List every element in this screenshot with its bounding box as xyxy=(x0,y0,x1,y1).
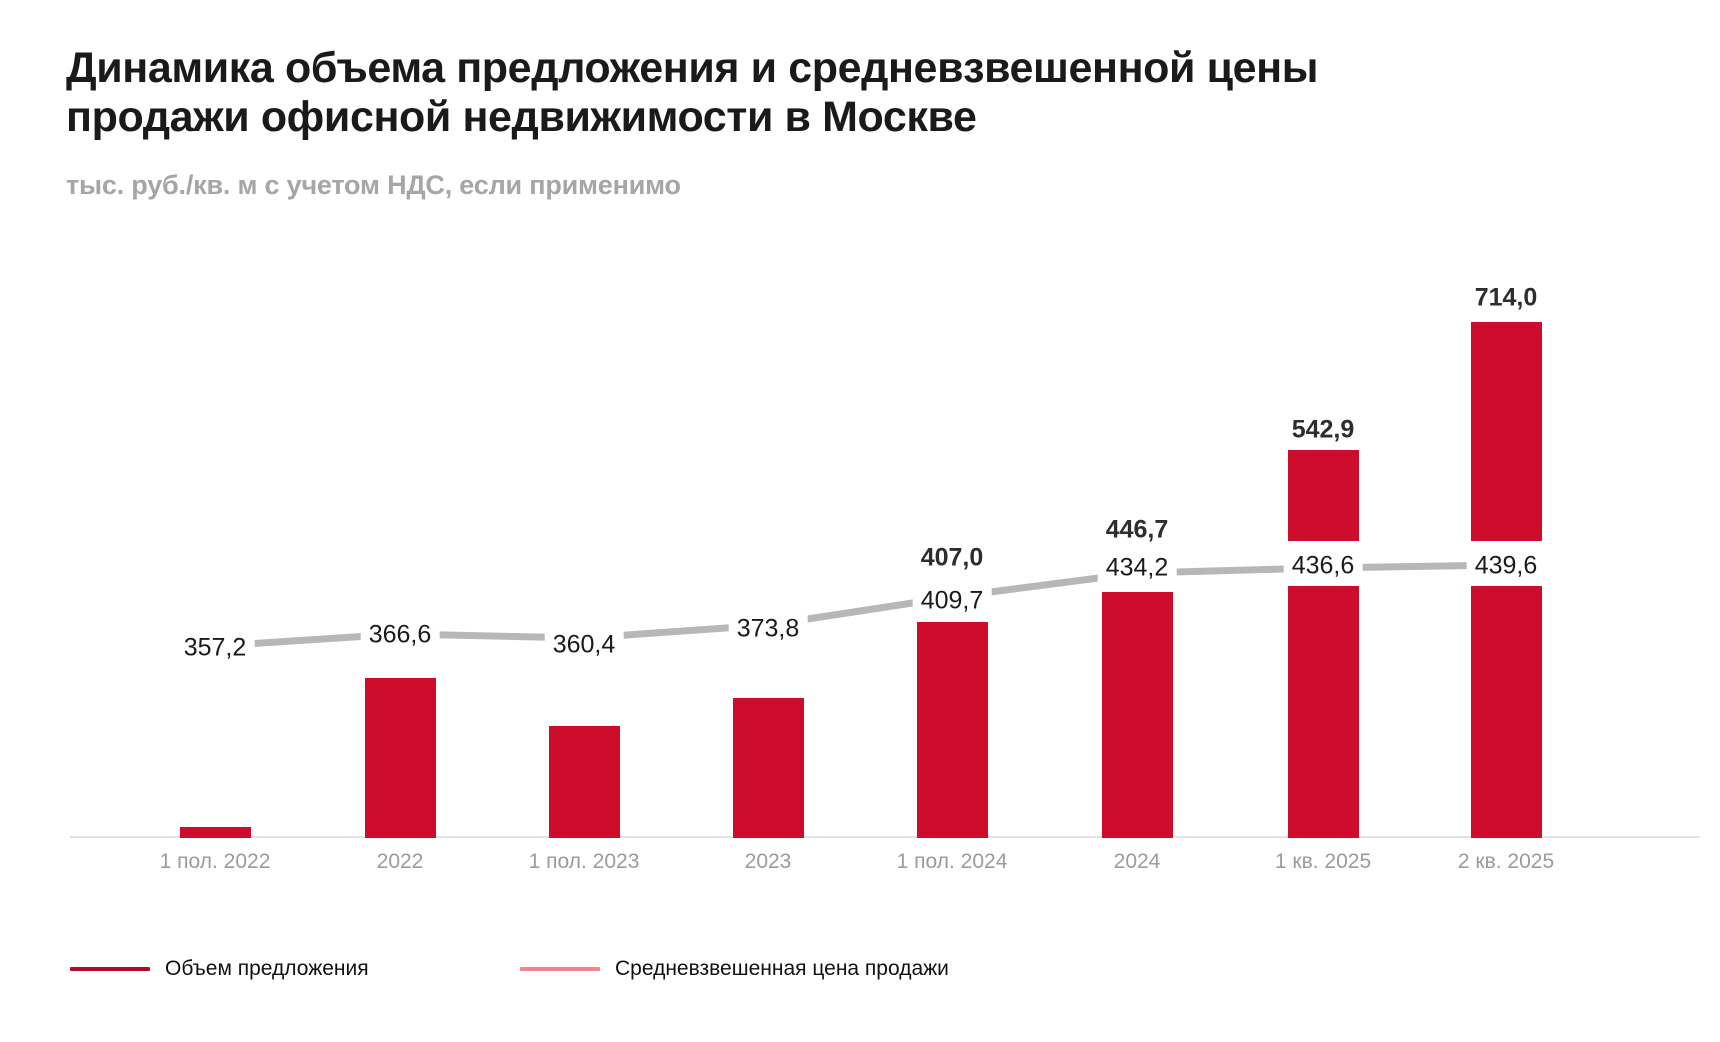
category-label-1-кв-2025: 1 кв. 2025 xyxy=(1274,850,1372,873)
category-label-2022: 2022 xyxy=(376,850,424,873)
supply-value-label-1-пол-2024: 407,0 xyxy=(920,543,984,572)
legend-item-supply-volume: Объем предложения xyxy=(70,957,369,981)
supply-volume-swatch xyxy=(70,967,150,971)
price-value-label-1-пол-2023: 360,4 xyxy=(544,629,624,661)
category-label-2023: 2023 xyxy=(744,850,792,873)
price-value-label-2-кв-2025: 439,6 xyxy=(1466,550,1546,582)
chart-title-line2: продажи офисной недвижимости в Москве xyxy=(66,93,977,141)
price-value-label-2022: 366,6 xyxy=(360,619,440,651)
bar-2024 xyxy=(1101,592,1173,838)
bar-1-кв-2025 xyxy=(1287,450,1359,838)
supply-value-label-1-кв-2025: 542,9 xyxy=(1291,415,1355,444)
category-label-2024: 2024 xyxy=(1113,850,1161,873)
bar-2023 xyxy=(732,698,804,838)
legend-label-average-price: Средневзвешенная цена продажи xyxy=(615,957,949,980)
chart-title-line1: Динамика объема предложения и средневзве… xyxy=(66,44,1319,92)
price-value-label-1-пол-2024: 409,7 xyxy=(912,585,992,617)
supply-value-label-2024: 446,7 xyxy=(1105,515,1169,544)
average-price-swatch xyxy=(520,967,600,971)
legend-label-supply-volume: Объем предложения xyxy=(165,957,369,980)
bar-1-пол-2022 xyxy=(179,827,251,838)
price-value-label-2023: 373,8 xyxy=(728,613,808,645)
legend-item-average-price: Средневзвешенная цена продажи xyxy=(520,957,949,981)
chart-title: Динамика объема предложения и средневзве… xyxy=(66,44,1318,142)
category-label-1-пол-2024: 1 пол. 2024 xyxy=(896,850,1008,873)
category-label-1-пол-2023: 1 пол. 2023 xyxy=(528,850,640,873)
chart-subtitle-units: тыс. руб./кв. м с учетом НДС, если приме… xyxy=(66,170,681,200)
category-label-2-кв-2025: 2 кв. 2025 xyxy=(1457,850,1555,873)
bar-1-пол-2024 xyxy=(916,622,988,838)
bar-1-пол-2023 xyxy=(548,726,620,838)
price-value-label-1-кв-2025: 436,6 xyxy=(1283,550,1363,582)
category-label-1-пол-2022: 1 пол. 2022 xyxy=(159,850,271,873)
x-axis-line xyxy=(70,836,1700,838)
supply-value-label-2-кв-2025: 714,0 xyxy=(1474,283,1538,312)
bar-2022 xyxy=(364,678,436,838)
price-value-label-1-пол-2022: 357,2 xyxy=(175,632,255,664)
price-value-label-2024: 434,2 xyxy=(1097,552,1177,584)
